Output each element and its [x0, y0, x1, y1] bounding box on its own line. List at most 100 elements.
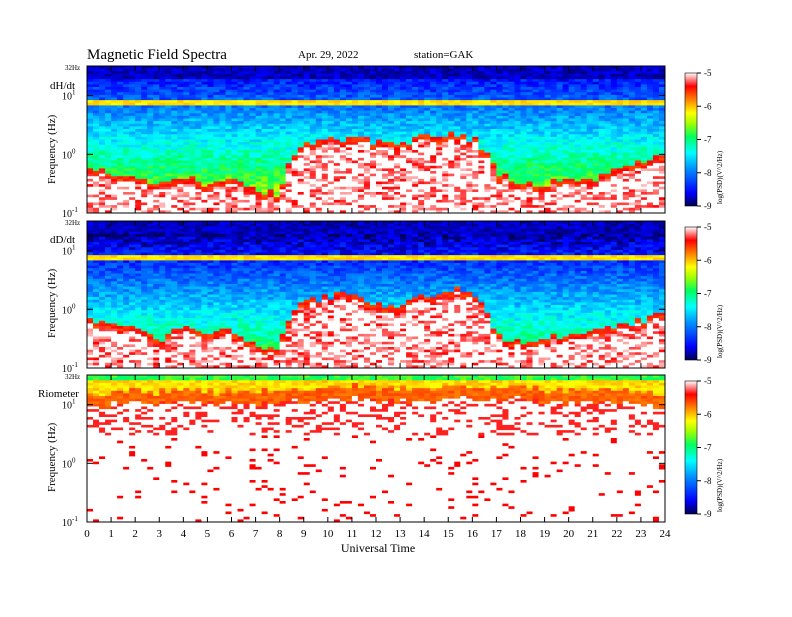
- heatmap-cell: [610, 202, 618, 206]
- heatmap-cell: [574, 134, 582, 138]
- heatmap-cell: [382, 129, 389, 133]
- heatmap-cell: [369, 160, 377, 164]
- heatmap-cell: [129, 192, 136, 196]
- heatmap-cell: [508, 71, 515, 75]
- heatmap-cell: [159, 171, 166, 175]
- heatmap-cell: [99, 126, 106, 130]
- heatmap-cell: [177, 105, 184, 109]
- heatmap-cell: [291, 186, 299, 190]
- heatmap-cell: [586, 171, 594, 175]
- heatmap-cell: [412, 102, 419, 106]
- heatmap-cell: [297, 157, 305, 161]
- heatmap-cell: [502, 129, 509, 133]
- heatmap-cell: [249, 165, 256, 169]
- heatmap-cell: [382, 79, 389, 83]
- heatmap-cell: [171, 184, 178, 188]
- heatmap-cell: [502, 165, 509, 169]
- heatmap-cell: [213, 118, 220, 122]
- heatmap-cell: [604, 144, 612, 148]
- heatmap-cell: [454, 129, 461, 133]
- heatmap-cell: [442, 210, 449, 214]
- heatmap-cell: [538, 126, 545, 130]
- heatmap-cell: [111, 150, 118, 154]
- heatmap-cell: [412, 186, 419, 190]
- heatmap-cell: [207, 163, 214, 167]
- heatmap-cell: [177, 87, 184, 91]
- heatmap-cell: [261, 92, 269, 96]
- heatmap-cell: [610, 136, 618, 140]
- heatmap-cell: [436, 105, 443, 109]
- heatmap-cell: [153, 194, 160, 198]
- heatmap-cell: [243, 142, 250, 146]
- heatmap-cell: [345, 71, 353, 75]
- heatmap-cell: [496, 121, 503, 125]
- heatmap-cell: [219, 102, 226, 106]
- heatmap-cell: [514, 202, 521, 206]
- heatmap-cell: [87, 66, 94, 70]
- heatmap-cell: [327, 173, 335, 177]
- heatmap-cell: [442, 176, 449, 180]
- heatmap-cell: [574, 163, 582, 167]
- heatmap-cell: [430, 210, 437, 214]
- heatmap-cell: [484, 160, 491, 164]
- heatmap-cell: [93, 189, 100, 193]
- heatmap-cell: [285, 126, 293, 130]
- heatmap-cell: [610, 207, 618, 211]
- heatmap-cell: [544, 207, 551, 211]
- heatmap-cell: [231, 189, 238, 193]
- heatmap-cell: [183, 176, 190, 180]
- heatmap-cell: [592, 194, 600, 198]
- heatmap-cell: [153, 131, 160, 135]
- heatmap-cell: [255, 110, 262, 114]
- heatmap-cell: [171, 126, 178, 130]
- heatmap-cell: [345, 144, 353, 148]
- heatmap-cell: [592, 139, 600, 143]
- heatmap-cell: [616, 81, 624, 85]
- heatmap-cell: [309, 181, 317, 185]
- heatmap-cell: [394, 189, 401, 193]
- heatmap-cell: [484, 68, 491, 72]
- heatmap-cell: [243, 176, 250, 180]
- heatmap-cell: [195, 123, 202, 127]
- heatmap-cell: [345, 197, 353, 201]
- heatmap-cell: [357, 110, 365, 114]
- heatmap-cell: [448, 173, 455, 177]
- heatmap-cell: [454, 73, 461, 77]
- heatmap-cell: [502, 79, 509, 83]
- heatmap-cell: [616, 142, 624, 146]
- heatmap-cell: [369, 144, 377, 148]
- heatmap-cell: [93, 160, 100, 164]
- heatmap-cell: [165, 92, 172, 96]
- heatmap-cell: [189, 113, 196, 117]
- heatmap-cell: [604, 181, 612, 185]
- heatmap-cell: [369, 150, 377, 154]
- heatmap-cell: [87, 94, 94, 98]
- heatmap-cell: [556, 186, 564, 190]
- heatmap-cell: [297, 202, 305, 206]
- heatmap-cell: [508, 136, 515, 140]
- heatmap-cell: [153, 171, 160, 175]
- heatmap-cell: [243, 202, 250, 206]
- heatmap-cell: [231, 97, 238, 101]
- heatmap-cell: [141, 115, 148, 119]
- heatmap-cell: [448, 171, 455, 175]
- heatmap-cell: [604, 105, 612, 109]
- heatmap-cell: [598, 205, 606, 209]
- heatmap-cell: [442, 71, 449, 75]
- heatmap-cell: [105, 108, 112, 112]
- heatmap-cell: [105, 76, 112, 80]
- heatmap-cell: [333, 66, 341, 70]
- heatmap-cell: [327, 108, 335, 112]
- heatmap-cell: [418, 121, 425, 125]
- heatmap-cell: [430, 186, 437, 190]
- heatmap-cell: [430, 152, 437, 156]
- heatmap-cell: [87, 184, 94, 188]
- heatmap-cell: [424, 165, 431, 169]
- heatmap-cell: [201, 76, 208, 80]
- panel-dh-dt-heatmap: [87, 66, 666, 214]
- heatmap-cell: [430, 197, 437, 201]
- heatmap-cell: [87, 123, 94, 127]
- heatmap-cell: [357, 126, 365, 130]
- heatmap-cell: [436, 150, 443, 154]
- heatmap-cell: [430, 192, 437, 196]
